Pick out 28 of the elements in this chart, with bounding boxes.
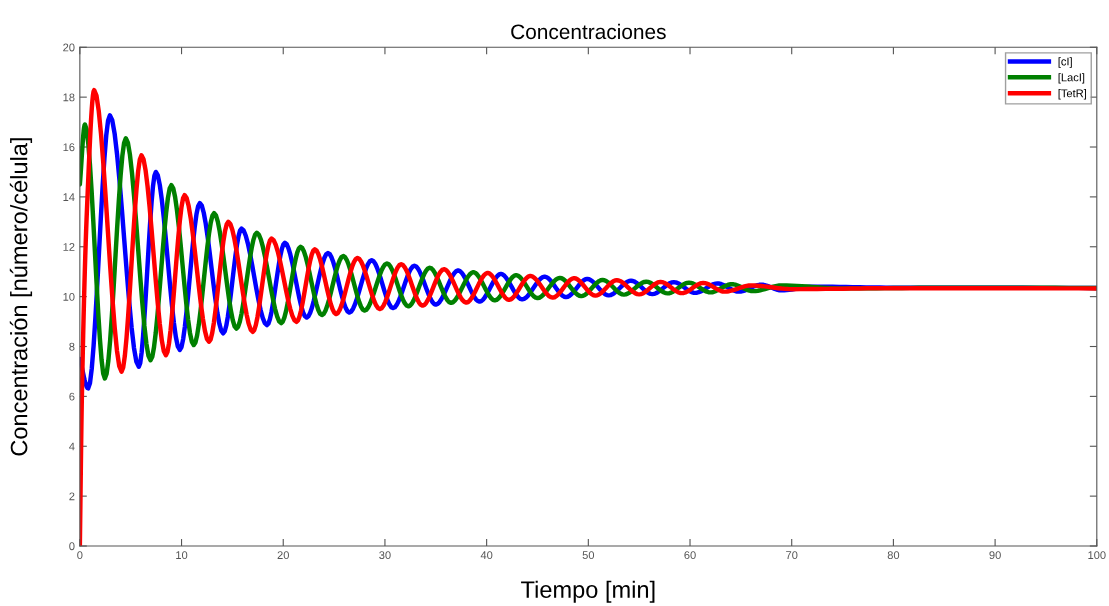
y-tick-label: 16 [63,143,75,152]
y-tick-label: 14 [63,193,75,201]
x-tick-label: 80 [887,551,900,560]
x-tick-label: 90 [989,551,1001,560]
y-tick-label: 6 [69,392,75,401]
y-tick-label: 10 [63,292,75,301]
x-tick-label: 30 [379,551,391,560]
y-tick-label: 12 [63,243,75,251]
y-tick-label: 8 [69,342,75,351]
x-axis-title: Tiempo [min] [521,580,655,603]
x-tick-label: 20 [277,551,289,560]
x-tick-label: 70 [786,551,798,560]
x-tick-label: 50 [582,551,595,560]
chart-title: Concentraciones [511,23,666,40]
y-tick-label: 20 [63,43,75,52]
y-tick-label: 4 [69,442,75,451]
y-tick-label: 18 [63,93,75,102]
x-tick-label: 0 [77,551,83,560]
legend-label: [cI] [1058,57,1072,68]
x-tick-label: 100 [1088,551,1106,560]
x-tick-label: 40 [480,551,493,560]
legend-label: [TetR] [1058,89,1087,100]
x-tick-label: 10 [176,551,188,560]
legend-label: [LacI] [1058,73,1085,84]
x-tick-label: 60 [684,551,696,560]
y-tick-label: 2 [69,492,75,501]
y-tick-label: 0 [69,542,75,551]
y-axis-title: Concentración [número/célula] [9,138,33,456]
